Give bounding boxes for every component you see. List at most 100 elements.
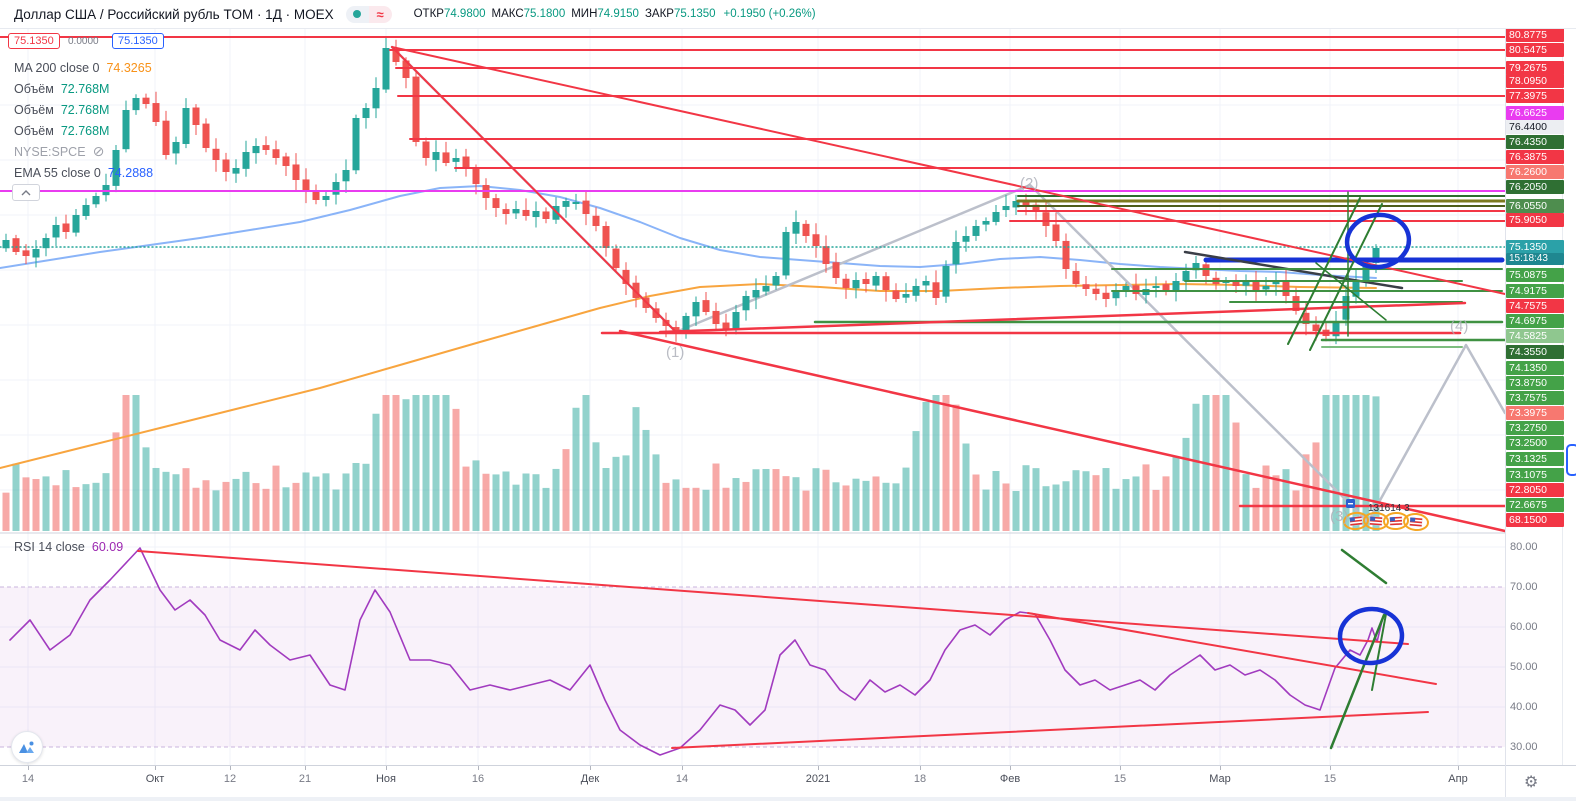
time-axis-label: Окт	[145, 773, 165, 785]
rsi-scale-label: 30.00	[1510, 741, 1538, 753]
price-level-label[interactable]: 74.7575	[1506, 299, 1564, 313]
time-axis-tick	[920, 766, 921, 770]
price-level-label[interactable]: 80.5475	[1506, 43, 1564, 57]
rsi-scale-label: 60.00	[1510, 621, 1538, 633]
gear-icon[interactable]: ⚙	[1524, 774, 1539, 791]
time-axis-tick	[305, 766, 306, 770]
time-axis-tick	[386, 766, 387, 770]
price-level-label[interactable]: 73.1075	[1506, 468, 1564, 482]
time-axis[interactable]: 14 Окт 12 21 Ноя 16 Дек 14 2021 18 Фев 15 Мар 15 Апр	[0, 765, 1576, 801]
snapshot-button[interactable]	[11, 731, 43, 763]
price-level-label[interactable]: 74.3550	[1506, 345, 1564, 359]
price-level-label[interactable]: 73.7575	[1506, 391, 1564, 405]
rsi-scale-label: 80.00	[1510, 541, 1538, 553]
chevron-up-icon	[21, 189, 31, 195]
price-level-label[interactable]: 76.4350	[1506, 135, 1564, 149]
time-axis-label: 14	[21, 773, 35, 785]
time-axis-tick	[818, 766, 819, 770]
time-axis-label: Фев	[999, 773, 1021, 785]
rsi-legend[interactable]: RSI 14 close 60.09	[14, 540, 123, 554]
symbol-mode-toggle[interactable]: ≈	[345, 5, 392, 23]
ohlc-МАКС: МАКС75.1800	[491, 8, 566, 20]
legend-row-объ-м[interactable]: Объём 72.768M	[14, 123, 110, 138]
price-level-label[interactable]: 75.0875	[1506, 268, 1564, 282]
horizontal-scrollbar[interactable]	[0, 797, 1576, 801]
rsi-legend-name: RSI 14 close	[14, 540, 85, 554]
ohlc-ОТКР: ОТКР74.9800	[413, 8, 486, 20]
time-axis-tick	[230, 766, 231, 770]
legend-row-объ-м[interactable]: Объём 72.768M	[14, 102, 110, 117]
price-level-label[interactable]: 73.2500	[1506, 436, 1564, 450]
price-level-label[interactable]: 78.0950	[1506, 74, 1564, 88]
time-axis-label: 2021	[805, 773, 831, 785]
price-level-label[interactable]: 77.3975	[1506, 89, 1564, 103]
price-level-label[interactable]: 76.0550	[1506, 199, 1564, 213]
price-level-label[interactable]: 74.5825	[1506, 329, 1564, 343]
legend-row-ma-200-close-0[interactable]: MA 200 close 0 74.3265	[14, 60, 152, 75]
market-status-segment[interactable]	[345, 5, 369, 23]
time-axis-tick	[1458, 766, 1459, 770]
approx-price-segment[interactable]: ≈	[368, 5, 392, 23]
price-level-label[interactable]: 75.1350	[1506, 240, 1564, 254]
time-axis-tick	[1220, 766, 1221, 770]
price-level-label[interactable]: 76.4400	[1506, 120, 1564, 134]
symbol-title[interactable]: Доллар США / Российский рубль TOM · 1Д ·…	[14, 6, 334, 22]
time-axis-label: 12	[223, 773, 237, 785]
indicator-legends: MA 200 close 0 74.3265 Объём 72.768M Объём 72…	[14, 57, 153, 183]
legend-row-ema-55-close-0[interactable]: EMA 55 close 0 74.2888	[14, 165, 154, 180]
zero-delta-badge: 0.0000	[68, 36, 99, 47]
elliott-wave-label[interactable]: (3)	[1330, 508, 1349, 525]
red-line-price-badge[interactable]: 75.1350	[8, 33, 60, 49]
price-level-label[interactable]: 74.9175	[1506, 284, 1564, 298]
rsi-legend-value: 60.09	[91, 540, 124, 554]
rsi-scale-label: 70.00	[1510, 581, 1538, 593]
price-level-label[interactable]: 73.3975	[1506, 406, 1564, 420]
price-level-label[interactable]: 73.1325	[1506, 452, 1564, 466]
price-level-label[interactable]: 79.2675	[1506, 61, 1564, 75]
time-axis-label: 15	[1113, 773, 1127, 785]
legend-row-nyse-spce[interactable]: NYSE:SPCE ⊘	[14, 143, 105, 159]
ohlc-values: ОТКР74.9800 МАКС75.1800 МИН74.9150 ЗАКР75.1…	[414, 8, 816, 20]
image-icon	[19, 741, 34, 753]
time-axis-tick	[478, 766, 479, 770]
time-axis-tick	[155, 766, 156, 770]
eye-off-icon[interactable]: ⊘	[92, 143, 105, 159]
time-axis-label: Мар	[1209, 773, 1231, 785]
time-axis-label: Дек	[580, 773, 600, 785]
legend-row-объ-м[interactable]: Объём 72.768M	[14, 81, 110, 96]
time-axis-tick	[590, 766, 591, 770]
price-level-label[interactable]: 74.1350	[1506, 361, 1564, 375]
price-level-label[interactable]: 72.8050	[1506, 483, 1564, 497]
time-axis-tick	[1010, 766, 1011, 770]
price-level-label[interactable]: 76.2050	[1506, 180, 1564, 194]
right-edge-strip	[1562, 0, 1576, 801]
approx-icon: ≈	[376, 6, 384, 22]
rsi-scale-label: 40.00	[1510, 701, 1538, 713]
time-axis-tick	[682, 766, 683, 770]
price-level-label[interactable]: 72.6675	[1506, 498, 1564, 512]
price-level-label[interactable]: 76.2600	[1506, 165, 1564, 179]
blue-line-price-badge[interactable]: 75.1350	[112, 33, 164, 49]
price-level-label[interactable]: 76.3875	[1506, 150, 1564, 164]
ohlc-ЗАКР: ЗАКР75.1350	[644, 8, 716, 20]
legend-collapse-button[interactable]	[12, 184, 40, 201]
price-level-label[interactable]: 68.1500	[1506, 513, 1564, 527]
countdown-label[interactable]: 15:18:43	[1506, 253, 1564, 265]
price-level-label[interactable]: 75.9050	[1506, 213, 1564, 227]
price-level-label[interactable]: 74.6975	[1506, 314, 1564, 328]
scale-scroll-handle[interactable]	[1566, 444, 1576, 476]
time-axis-label: 18	[913, 773, 927, 785]
rsi-scale-label: 50.00	[1510, 661, 1538, 673]
price-level-label[interactable]: 80.8775	[1506, 28, 1564, 42]
price-level-label[interactable]: 73.2750	[1506, 421, 1564, 435]
time-axis-label: 16	[471, 773, 485, 785]
time-axis-label: Ноя	[375, 773, 397, 785]
time-axis-label: Апр	[1448, 773, 1468, 785]
elliott-wave-label[interactable]: (4)	[1450, 318, 1469, 335]
elliott-wave-label[interactable]: (1)	[666, 344, 685, 361]
elliott-wave-label[interactable]: (2)	[1020, 175, 1039, 192]
price-level-label[interactable]: 76.6625	[1506, 106, 1564, 120]
price-level-label[interactable]: 73.8750	[1506, 376, 1564, 390]
